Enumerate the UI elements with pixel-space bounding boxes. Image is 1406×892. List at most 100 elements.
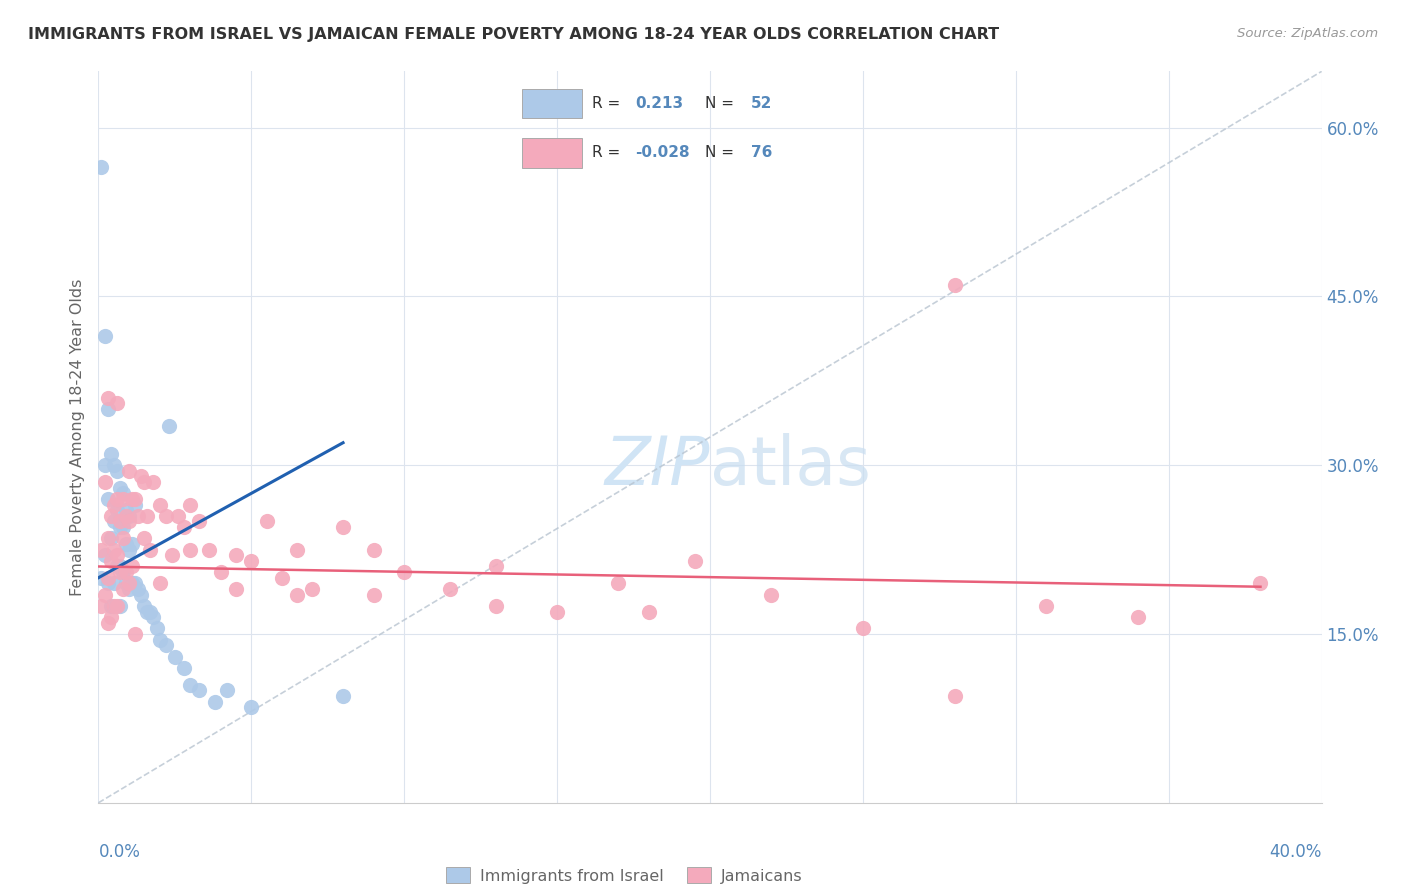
Point — [163, 649, 186, 664]
Point — [115, 537, 138, 551]
Point — [118, 508, 141, 523]
Point — [142, 475, 165, 489]
Point — [121, 537, 143, 551]
Point — [852, 621, 875, 635]
Point — [142, 610, 165, 624]
Point — [93, 588, 115, 602]
Text: 0.0%: 0.0% — [98, 843, 141, 861]
Point — [127, 508, 149, 523]
Point — [173, 661, 195, 675]
Point — [111, 486, 134, 500]
Point — [115, 576, 138, 591]
Point — [111, 565, 134, 579]
Point — [97, 571, 120, 585]
Point — [111, 520, 134, 534]
Point — [1249, 576, 1271, 591]
Point — [97, 401, 120, 416]
Point — [363, 588, 385, 602]
Point — [149, 576, 172, 591]
Point — [111, 582, 134, 596]
Point — [607, 576, 630, 591]
Point — [121, 559, 143, 574]
Point — [103, 515, 125, 529]
Point — [97, 576, 120, 591]
Point — [160, 548, 183, 562]
Point — [759, 588, 782, 602]
Point — [439, 582, 461, 596]
Point — [93, 328, 115, 343]
Point — [100, 508, 122, 523]
Point — [136, 508, 159, 523]
Point — [100, 447, 122, 461]
Point — [209, 565, 232, 579]
Point — [139, 542, 162, 557]
Point — [240, 700, 263, 714]
Point — [127, 582, 149, 596]
Point — [139, 605, 162, 619]
Point — [111, 491, 134, 506]
Point — [256, 515, 278, 529]
Point — [105, 396, 128, 410]
Point — [197, 542, 219, 557]
Point — [90, 160, 112, 174]
Point — [115, 503, 138, 517]
Point — [1128, 610, 1150, 624]
Point — [215, 683, 238, 698]
Point — [93, 475, 115, 489]
Text: ZIP: ZIP — [605, 434, 710, 500]
Point — [270, 571, 292, 585]
Text: 40.0%: 40.0% — [1270, 843, 1322, 861]
Point — [105, 559, 128, 574]
Point — [100, 610, 122, 624]
Point — [111, 532, 134, 546]
Point — [285, 588, 308, 602]
Point — [149, 632, 172, 647]
Point — [105, 599, 128, 613]
Point — [134, 532, 156, 546]
Point — [134, 475, 156, 489]
Point — [943, 689, 966, 703]
Point — [97, 491, 120, 506]
Point — [149, 498, 172, 512]
Text: IMMIGRANTS FROM ISRAEL VS JAMAICAN FEMALE POVERTY AMONG 18-24 YEAR OLDS CORRELAT: IMMIGRANTS FROM ISRAEL VS JAMAICAN FEMAL… — [28, 27, 1000, 42]
Point — [118, 542, 141, 557]
Point — [485, 559, 508, 574]
Point — [188, 683, 211, 698]
Point — [155, 508, 177, 523]
Point — [103, 542, 125, 557]
Point — [301, 582, 323, 596]
Point — [108, 515, 131, 529]
Point — [637, 605, 661, 619]
Point — [121, 491, 143, 506]
Point — [204, 694, 226, 708]
Point — [240, 554, 263, 568]
Point — [100, 599, 122, 613]
Point — [546, 605, 568, 619]
Point — [173, 520, 195, 534]
Point — [285, 542, 308, 557]
Point — [97, 532, 120, 546]
Point — [943, 278, 966, 293]
Point — [105, 503, 128, 517]
Point — [121, 576, 143, 591]
Point — [179, 678, 201, 692]
Point — [157, 418, 180, 433]
Point — [129, 588, 152, 602]
Point — [103, 576, 125, 591]
Point — [118, 464, 141, 478]
Point — [105, 491, 128, 506]
Point — [179, 542, 201, 557]
Point — [108, 599, 131, 613]
Point — [105, 548, 128, 562]
Point — [332, 689, 354, 703]
Point — [108, 559, 131, 574]
Point — [108, 481, 131, 495]
Point — [90, 571, 112, 585]
Point — [485, 599, 508, 613]
Point — [155, 638, 177, 652]
Point — [179, 498, 201, 512]
Point — [103, 458, 125, 473]
Point — [103, 498, 125, 512]
Point — [100, 554, 122, 568]
Point — [97, 391, 120, 405]
